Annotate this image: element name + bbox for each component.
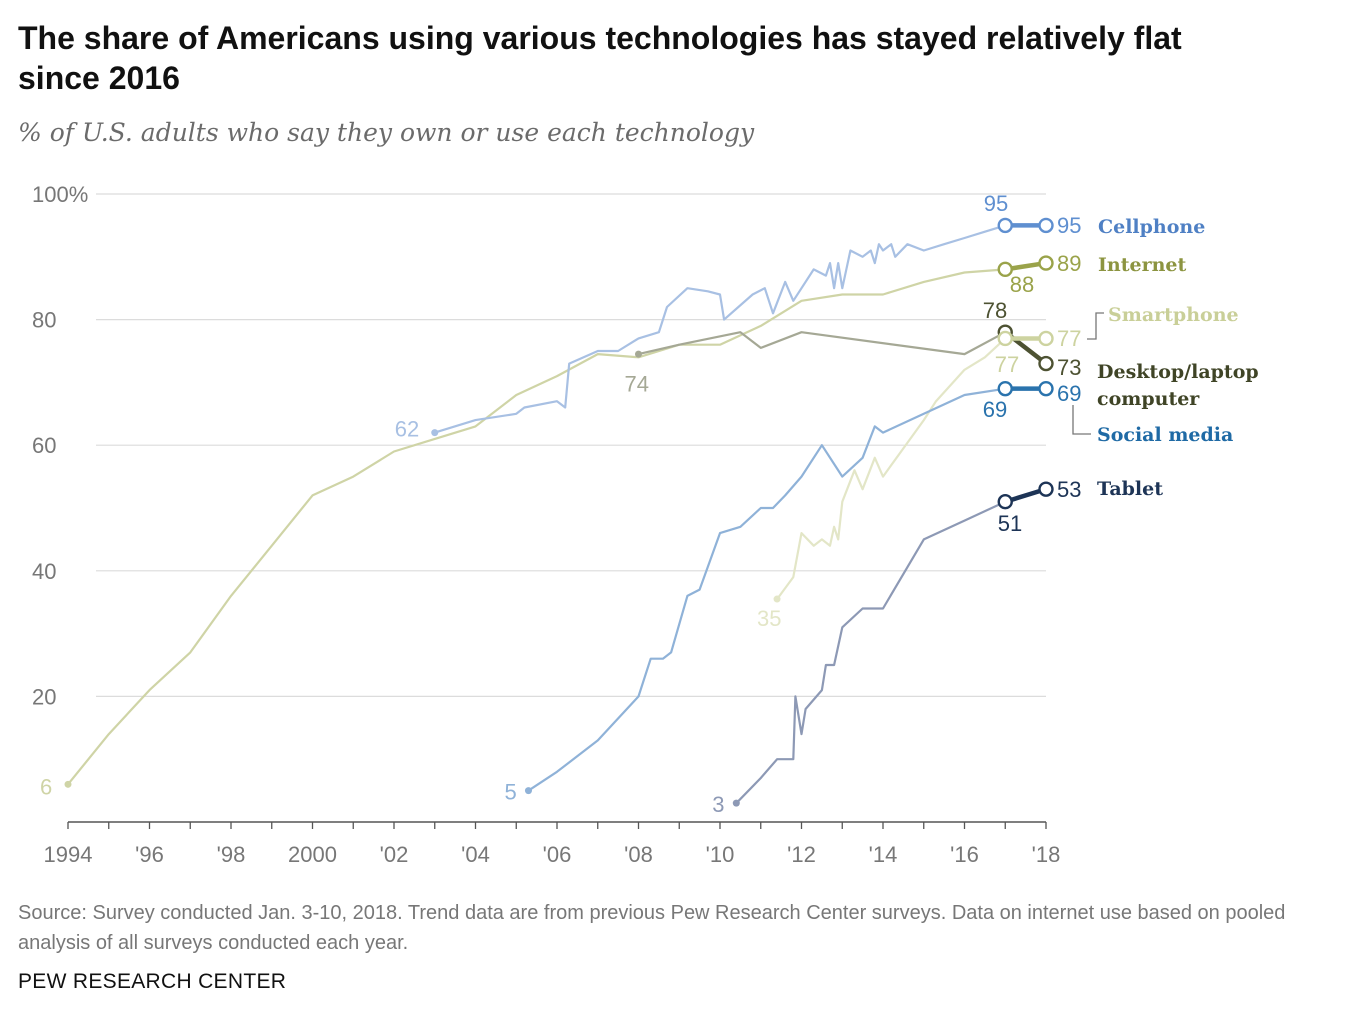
start-value-label: 5 [504,780,516,805]
end-point [1038,380,1054,397]
end-point [1038,330,1054,347]
y-tick-label: 20 [32,684,56,709]
legend-label: Smartphone [1108,304,1239,326]
x-tick-label: '06 [543,842,572,867]
end-point [1038,255,1054,271]
x-tick-label: '08 [624,842,653,867]
y-tick-label: 80 [32,308,56,333]
end-point [997,494,1013,510]
end-value-label: 95 [984,191,1008,216]
series-line [638,331,1047,365]
end-value-label: 95 [1057,213,1081,238]
start-value-label: 74 [625,371,649,396]
axes: 100% 80 60 40 20 1994 '96 '98 2000 '02 '04 '06 '08 '1… [32,182,1060,867]
x-tick-label: '02 [380,842,409,867]
start-point [732,799,740,807]
start-value-label: 6 [40,774,52,799]
start-point [773,595,781,603]
end-value-label: 53 [1057,477,1081,502]
end-point [1038,217,1054,234]
start-value-label: 35 [757,606,781,631]
series-line [527,387,1046,792]
end-point [1038,355,1054,372]
legend-label: Desktop/laptop [1097,361,1259,383]
x-tick-label: '12 [787,842,816,867]
legend-label: Cellphone [1098,216,1205,238]
x-tick-label: '14 [869,842,898,867]
chart-title: The share of Americans using various tec… [18,20,1182,96]
series-line [434,224,1046,434]
legend-label: computer [1097,388,1200,410]
legend: Cellphone Internet Smartphone Desktop/lapto… [1072,216,1259,500]
chart-subtitle: % of U.S. adults who say they own or use… [18,118,755,147]
end-value-label: 51 [998,511,1022,536]
line-chart: 100% 80 60 40 20 1994 '96 '98 2000 '02 '04 '06 '08 '1… [32,182,1259,867]
start-point [635,350,642,358]
y-tick-label: 100% [32,182,88,207]
y-tick-label: 40 [32,559,56,584]
social-media-connector [1072,405,1091,435]
legend-label: Social media [1097,424,1233,446]
end-point [997,261,1013,278]
end-point [997,380,1013,397]
series-lines [64,217,1054,807]
end-value-label: 77 [995,352,1019,377]
start-point [524,787,532,795]
start-value-label: 3 [712,792,724,817]
end-point [997,330,1013,347]
end-value-label: 73 [1057,355,1081,380]
series-line [735,488,1047,804]
end-value-label: 69 [1057,381,1081,406]
end-point [1038,481,1054,497]
legend-label: Internet [1098,254,1186,276]
start-value-label: 62 [395,417,419,442]
start-point [64,780,72,788]
x-tick-label: '16 [950,842,979,867]
gridlines [96,193,1046,698]
end-value-label: 88 [1010,272,1034,297]
end-value-label: 69 [983,397,1007,422]
legend-label: Tablet [1097,478,1163,500]
credit-logo: PEW RESEARCH CENTER [18,970,287,993]
end-value-label: 78 [983,298,1007,323]
start-point [431,429,439,437]
y-tick-label: 60 [32,433,56,458]
end-point [997,217,1013,234]
x-tick-label: 1994 [44,842,93,867]
series-line [67,262,1047,785]
x-tick-label: '18 [1032,842,1061,867]
smartphone-connector [1087,312,1104,340]
x-tick-label: '96 [135,842,164,867]
source-note: Source: Survey conducted Jan. 3-10, 2018… [18,902,1286,954]
end-value-label: 77 [1057,326,1081,351]
x-tick-label: '04 [461,842,490,867]
series-line [776,337,1046,600]
x-tick-label: '98 [217,842,246,867]
end-value-label: 89 [1057,251,1081,276]
x-tick-label: 2000 [288,842,337,867]
x-tick-label: '10 [706,842,735,867]
